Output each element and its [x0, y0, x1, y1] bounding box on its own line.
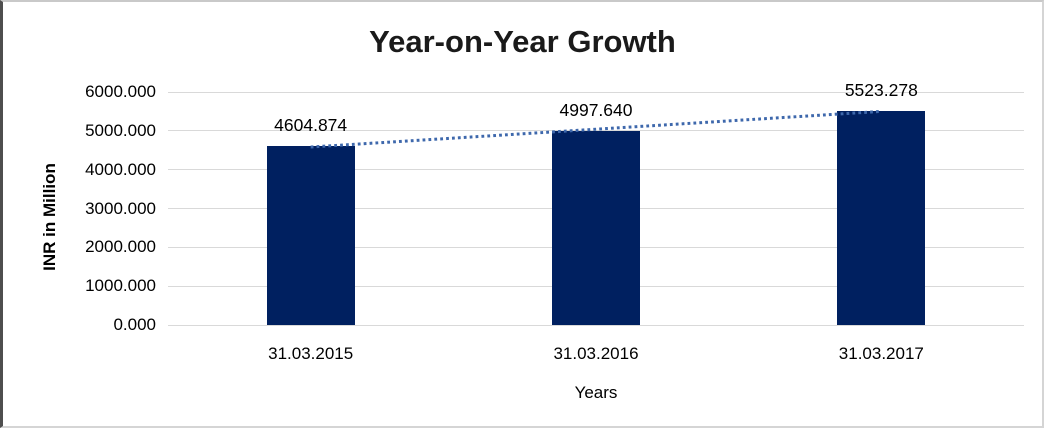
- y-tick-label: 2000.000: [85, 237, 156, 257]
- y-tick-label: 5000.000: [85, 120, 156, 140]
- y-tick-label: 1000.000: [85, 276, 156, 296]
- x-tick-label: 31.03.2016: [553, 344, 639, 363]
- gridline: [168, 324, 1024, 326]
- x-tick-label: 31.03.2017: [838, 344, 924, 363]
- x-axis-title: Years: [574, 383, 618, 402]
- bar-value-label: 4604.874: [274, 115, 348, 136]
- bar-31.03.2015: [266, 146, 355, 325]
- bar-value-label: 5523.278: [844, 79, 918, 100]
- chart-title: Year-on-Year Growth: [369, 24, 676, 59]
- gridline: [168, 91, 1024, 93]
- y-tick-label: 4000.000: [85, 159, 156, 179]
- bar-value-label: 4997.640: [559, 99, 633, 120]
- y-tick-label: 6000.000: [85, 82, 156, 101]
- x-tick-label: 31.03.2015: [268, 344, 354, 363]
- y-tick-label: 3000.000: [85, 198, 156, 218]
- bar-31.03.2016: [552, 130, 640, 325]
- bar-31.03.2017: [837, 110, 926, 325]
- y-tick-label: 0.000: [113, 315, 156, 334]
- y-axis-title: INR in Million: [40, 163, 59, 271]
